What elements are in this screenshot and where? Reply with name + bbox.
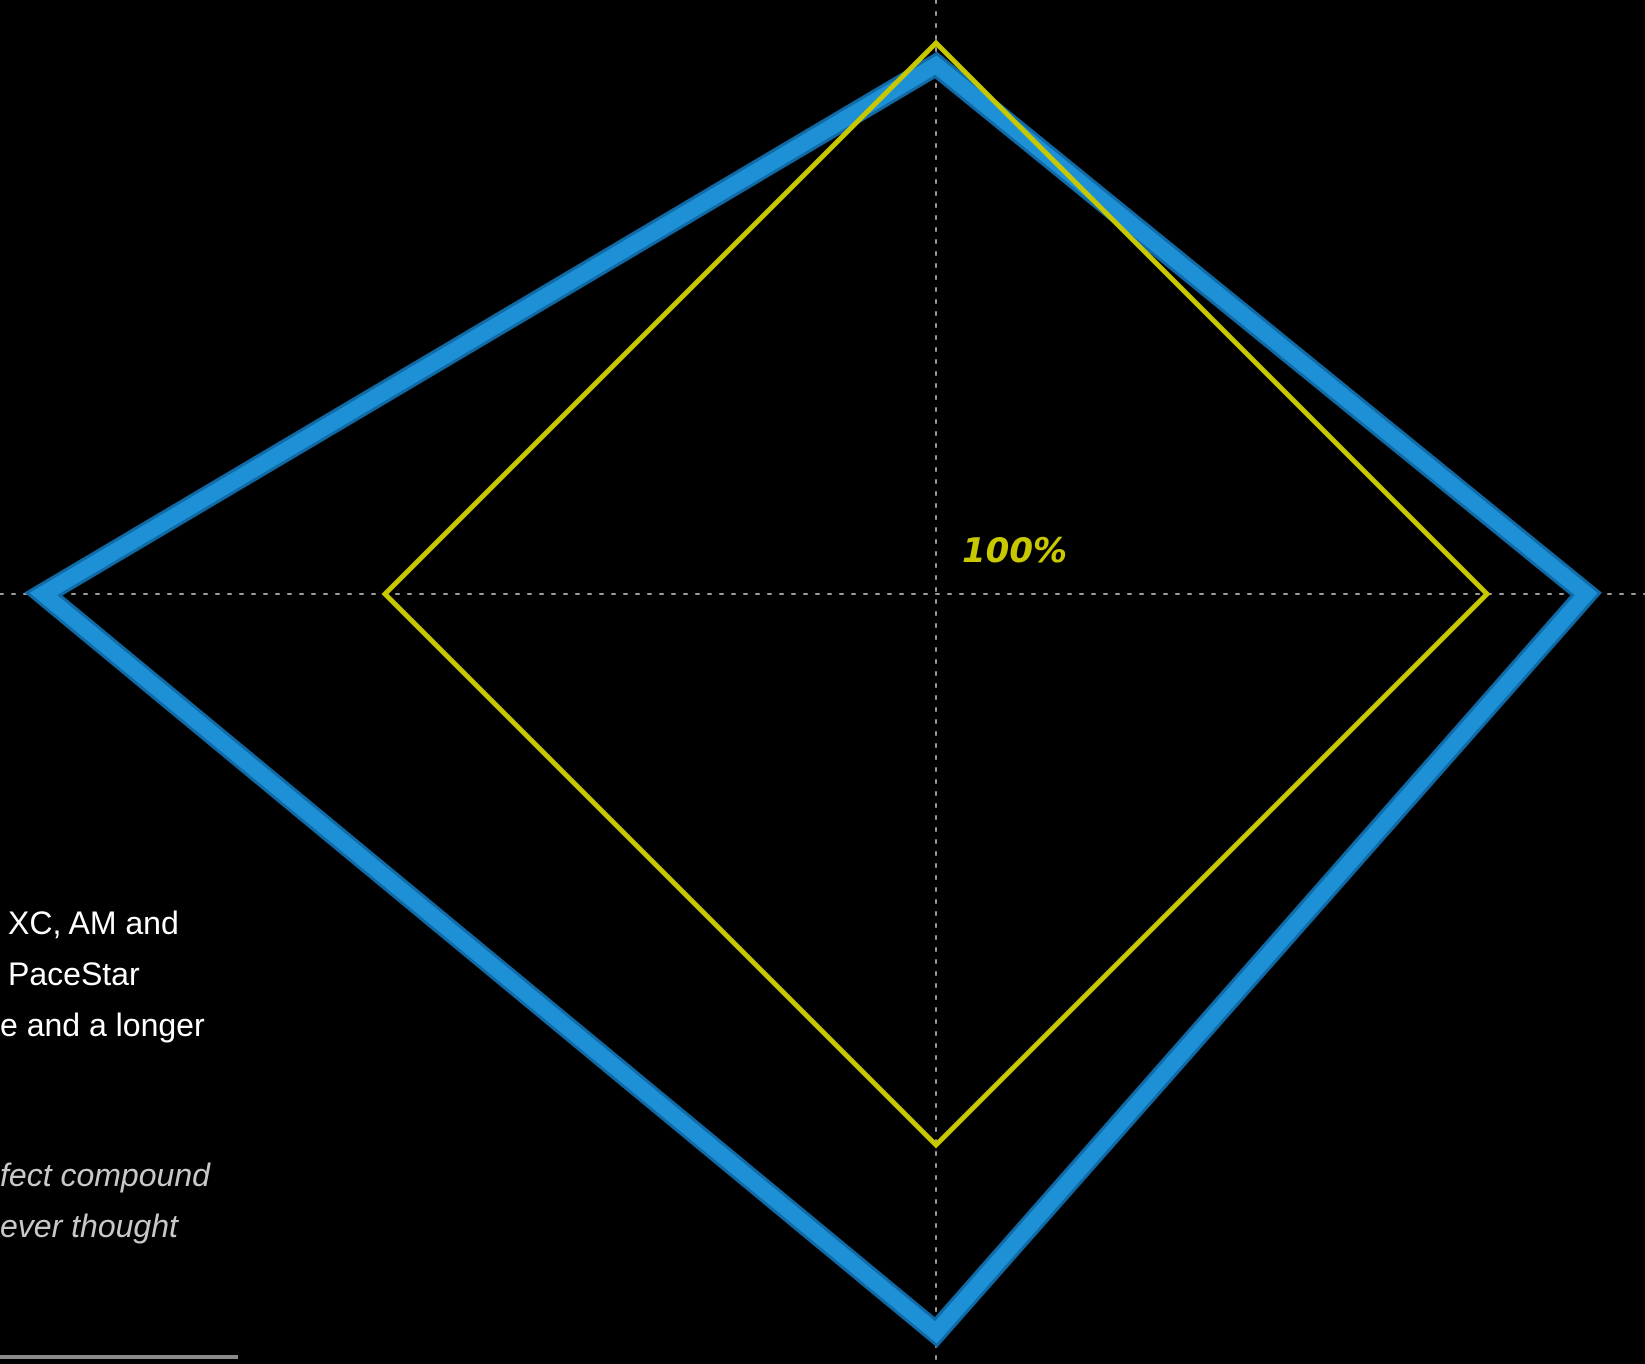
quote-line: fect compound bbox=[0, 1157, 210, 1193]
product-series-polygon bbox=[29, 55, 1598, 1344]
quote-line: ever thought bbox=[0, 1208, 178, 1244]
description-line: XC, AM and bbox=[8, 905, 179, 941]
description-line: PaceStar bbox=[8, 956, 140, 992]
description-line: e and a longer bbox=[0, 1007, 205, 1043]
quote-text: fect compound ever thought bbox=[0, 1150, 210, 1252]
series-layer bbox=[24, 39, 1602, 1348]
reference-value-label: 100% bbox=[962, 531, 1067, 571]
reference-series-polygon bbox=[381, 39, 1491, 1149]
product-series-outline-shadow bbox=[24, 51, 1602, 1348]
divider-line bbox=[0, 1355, 238, 1359]
description-text: XC, AM and PaceStar e and a longer bbox=[0, 898, 205, 1051]
